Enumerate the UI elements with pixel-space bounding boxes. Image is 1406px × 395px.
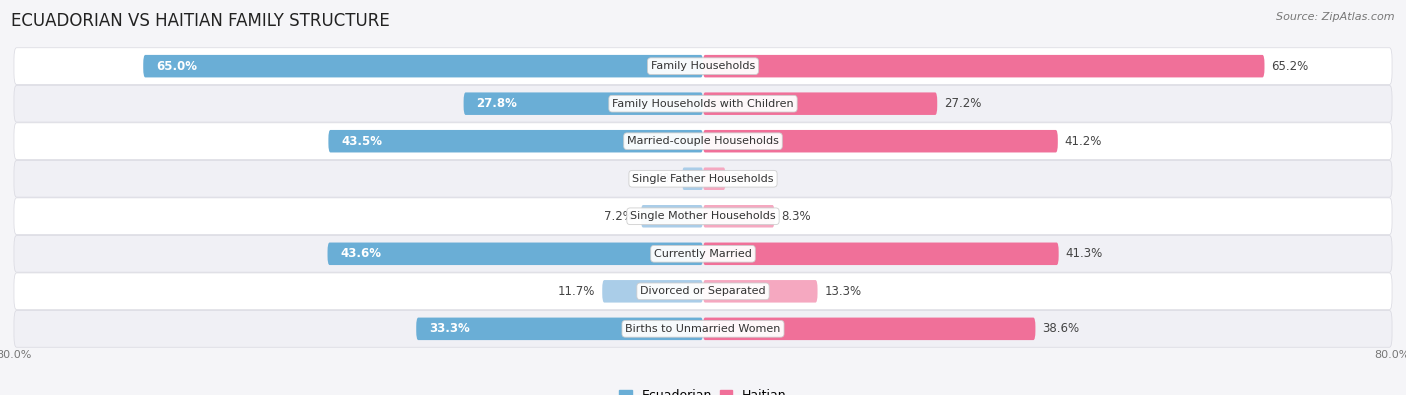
- FancyBboxPatch shape: [416, 318, 703, 340]
- Text: 41.3%: 41.3%: [1066, 247, 1102, 260]
- Text: 43.6%: 43.6%: [340, 247, 381, 260]
- Text: 8.3%: 8.3%: [782, 210, 811, 223]
- FancyBboxPatch shape: [703, 167, 725, 190]
- FancyBboxPatch shape: [602, 280, 703, 303]
- Text: ECUADORIAN VS HAITIAN FAMILY STRUCTURE: ECUADORIAN VS HAITIAN FAMILY STRUCTURE: [11, 12, 389, 30]
- Text: Source: ZipAtlas.com: Source: ZipAtlas.com: [1277, 12, 1395, 22]
- Text: 2.6%: 2.6%: [733, 172, 762, 185]
- FancyBboxPatch shape: [703, 92, 938, 115]
- FancyBboxPatch shape: [703, 205, 775, 228]
- FancyBboxPatch shape: [14, 310, 1392, 347]
- Text: 41.2%: 41.2%: [1064, 135, 1102, 148]
- Text: Family Households with Children: Family Households with Children: [612, 99, 794, 109]
- FancyBboxPatch shape: [14, 123, 1392, 160]
- FancyBboxPatch shape: [14, 85, 1392, 122]
- FancyBboxPatch shape: [682, 167, 703, 190]
- Text: 7.2%: 7.2%: [605, 210, 634, 223]
- FancyBboxPatch shape: [14, 48, 1392, 85]
- Text: 27.2%: 27.2%: [945, 97, 981, 110]
- Text: Currently Married: Currently Married: [654, 249, 752, 259]
- Text: Single Father Households: Single Father Households: [633, 174, 773, 184]
- FancyBboxPatch shape: [14, 160, 1392, 197]
- Text: 38.6%: 38.6%: [1042, 322, 1080, 335]
- FancyBboxPatch shape: [14, 198, 1392, 235]
- FancyBboxPatch shape: [703, 243, 1059, 265]
- FancyBboxPatch shape: [703, 55, 1264, 77]
- Text: 65.0%: 65.0%: [156, 60, 197, 73]
- Legend: Ecuadorian, Haitian: Ecuadorian, Haitian: [614, 384, 792, 395]
- FancyBboxPatch shape: [703, 130, 1057, 152]
- Text: Family Households: Family Households: [651, 61, 755, 71]
- FancyBboxPatch shape: [641, 205, 703, 228]
- FancyBboxPatch shape: [703, 318, 1035, 340]
- Text: 65.2%: 65.2%: [1271, 60, 1309, 73]
- FancyBboxPatch shape: [329, 130, 703, 152]
- Text: Births to Unmarried Women: Births to Unmarried Women: [626, 324, 780, 334]
- Text: 33.3%: 33.3%: [429, 322, 470, 335]
- FancyBboxPatch shape: [143, 55, 703, 77]
- Text: 43.5%: 43.5%: [342, 135, 382, 148]
- FancyBboxPatch shape: [328, 243, 703, 265]
- FancyBboxPatch shape: [14, 235, 1392, 272]
- Text: 11.7%: 11.7%: [558, 285, 595, 298]
- Text: Divorced or Separated: Divorced or Separated: [640, 286, 766, 296]
- Text: 2.4%: 2.4%: [645, 172, 675, 185]
- Text: 27.8%: 27.8%: [477, 97, 517, 110]
- FancyBboxPatch shape: [14, 273, 1392, 310]
- Text: 13.3%: 13.3%: [824, 285, 862, 298]
- FancyBboxPatch shape: [703, 280, 817, 303]
- FancyBboxPatch shape: [464, 92, 703, 115]
- Text: Married-couple Households: Married-couple Households: [627, 136, 779, 146]
- Text: Single Mother Households: Single Mother Households: [630, 211, 776, 221]
